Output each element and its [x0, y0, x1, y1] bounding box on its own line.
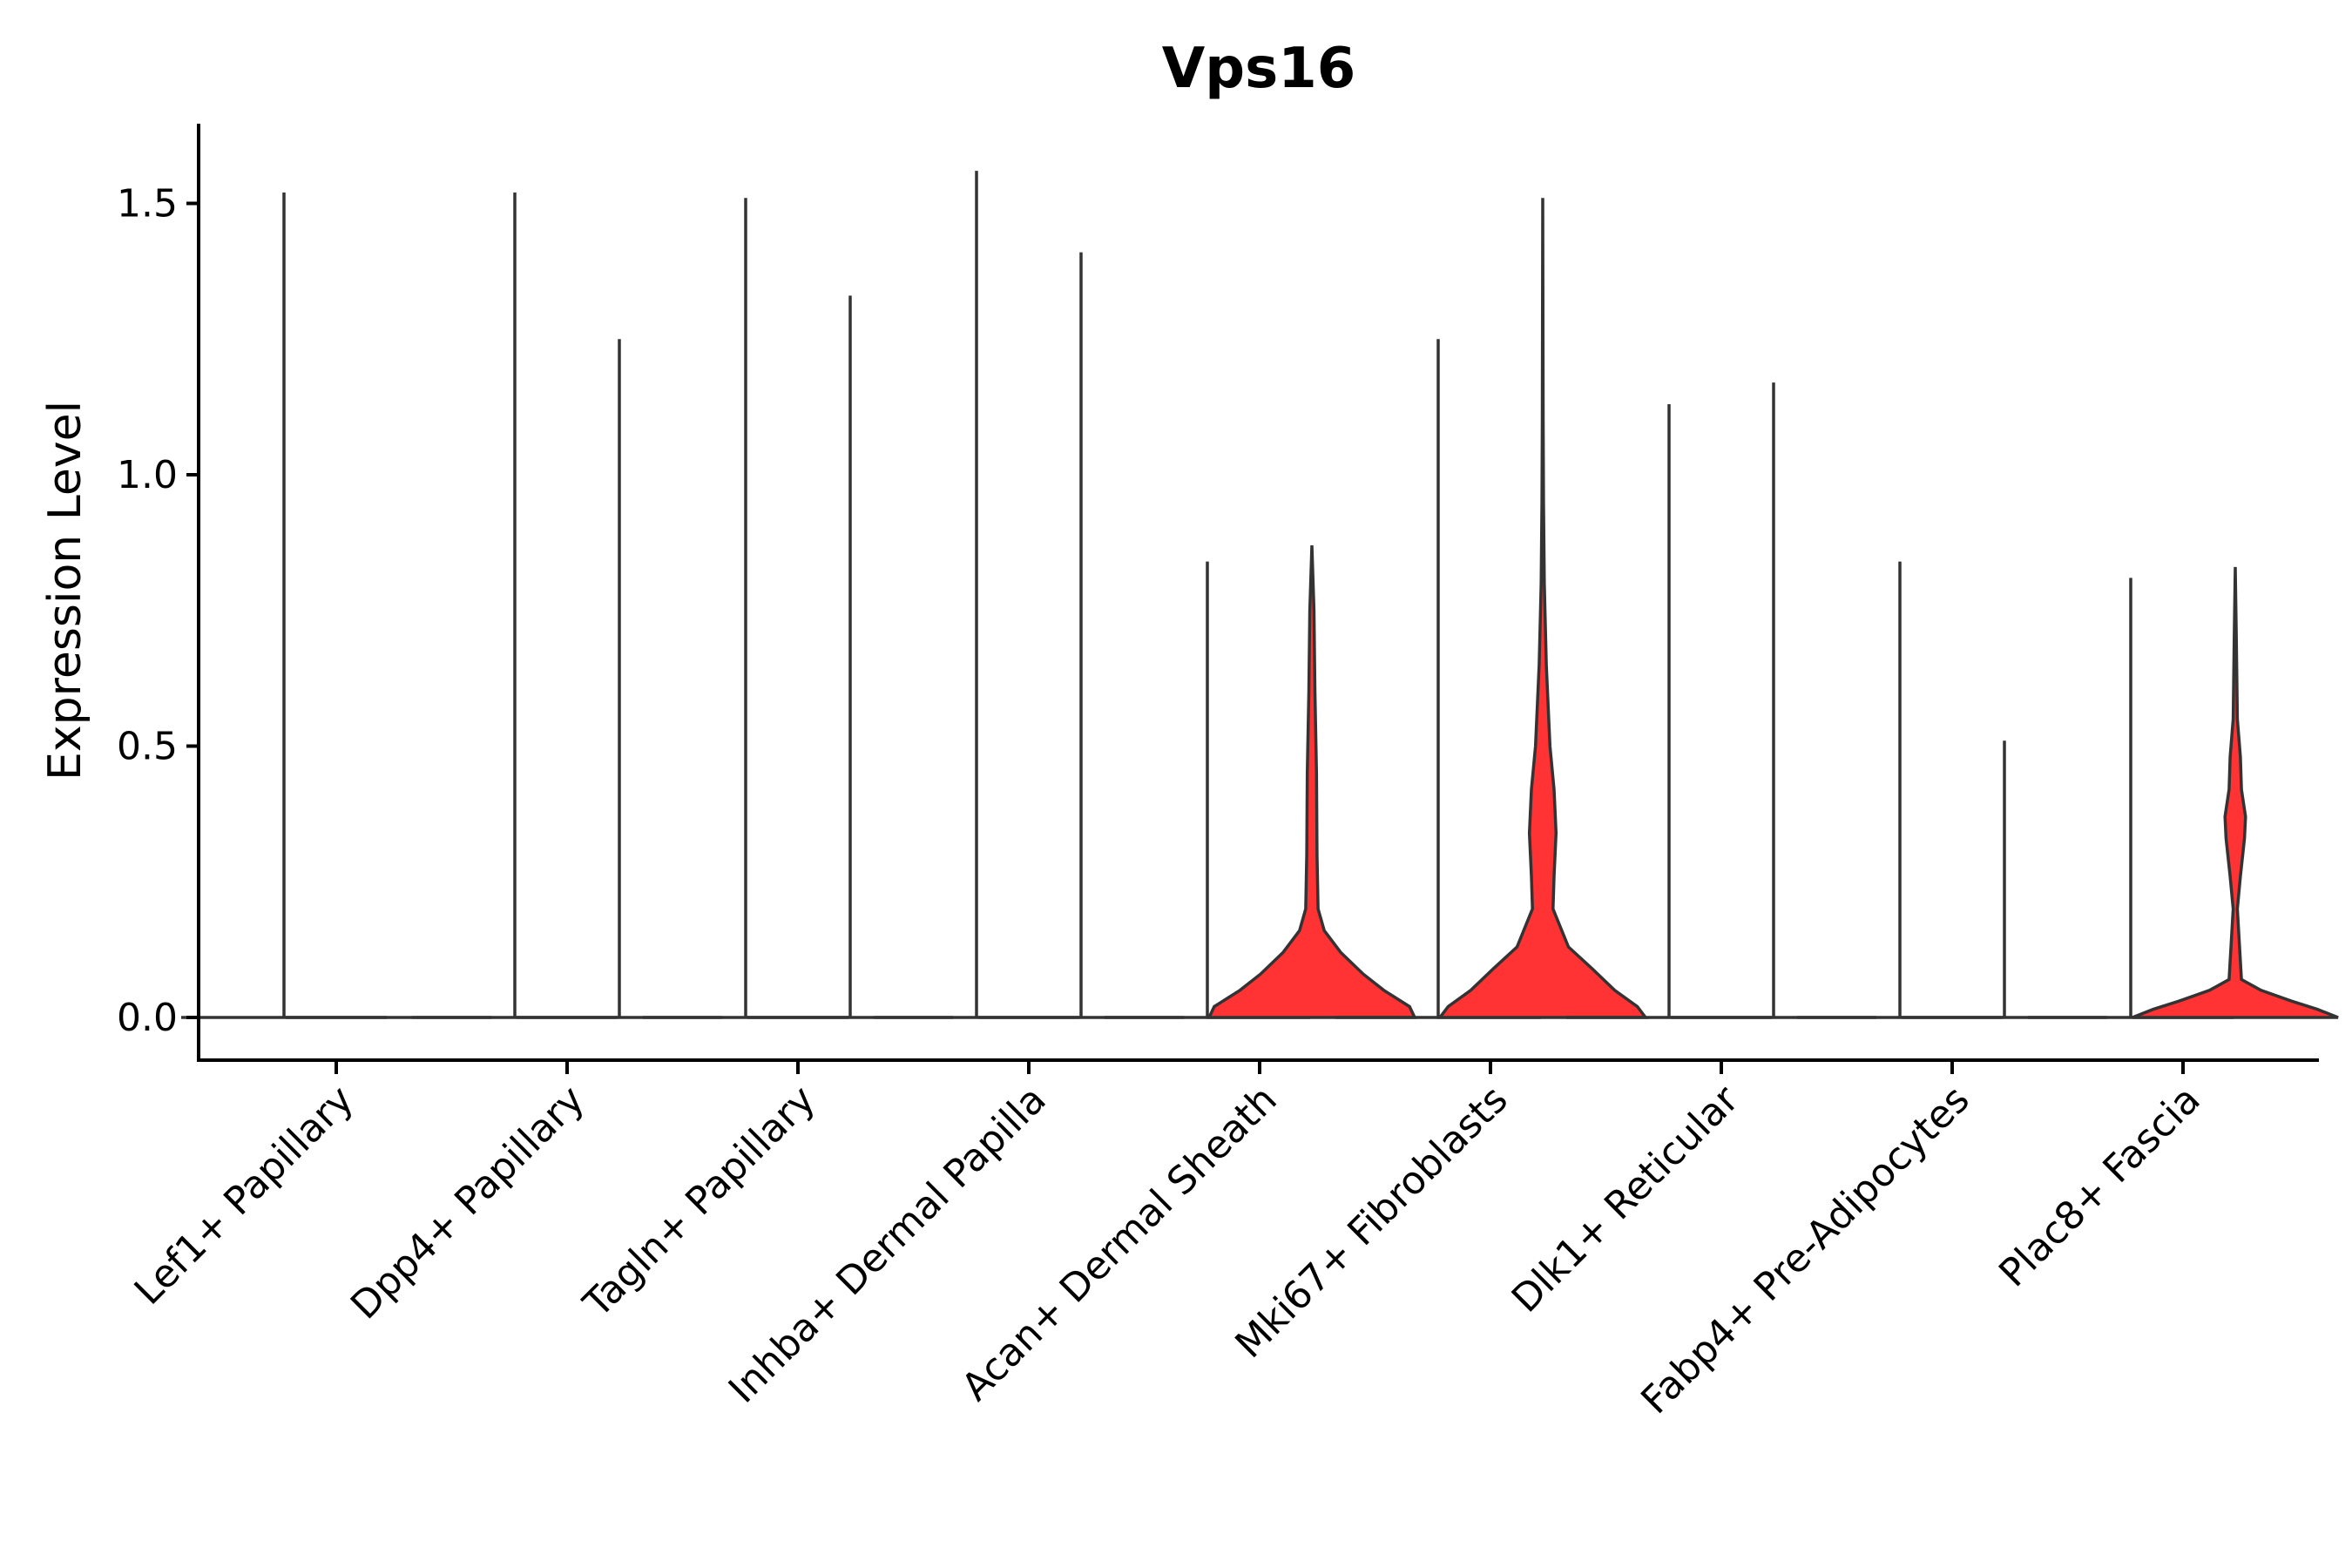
y-tick-label: 1.0 — [117, 453, 178, 497]
x-tick-label: Lef1+ Papillary — [126, 1078, 362, 1314]
y-axis-label: Expression Level — [39, 401, 91, 781]
y-axis-ticks: 0.0 0.5 1.0 1.5 — [117, 182, 199, 1040]
x-tick-label: Plac8+ Fascia — [1990, 1078, 2209, 1296]
violin — [1206, 544, 1417, 1019]
x-tick-label: Tagln+ Papillary — [575, 1078, 824, 1327]
y-tick-label: 0.0 — [117, 996, 178, 1040]
x-tick-label: Dlk1+ Reticular — [1504, 1077, 1748, 1321]
violin — [2132, 566, 2339, 1019]
violins-group — [181, 171, 2339, 1019]
y-tick-label: 1.5 — [117, 182, 178, 226]
violin — [1436, 198, 1649, 1019]
x-tick-label: Dpp4+ Papillary — [342, 1078, 593, 1328]
chart-title: Vps16 — [1162, 37, 1356, 101]
y-tick-label: 0.5 — [117, 725, 178, 769]
